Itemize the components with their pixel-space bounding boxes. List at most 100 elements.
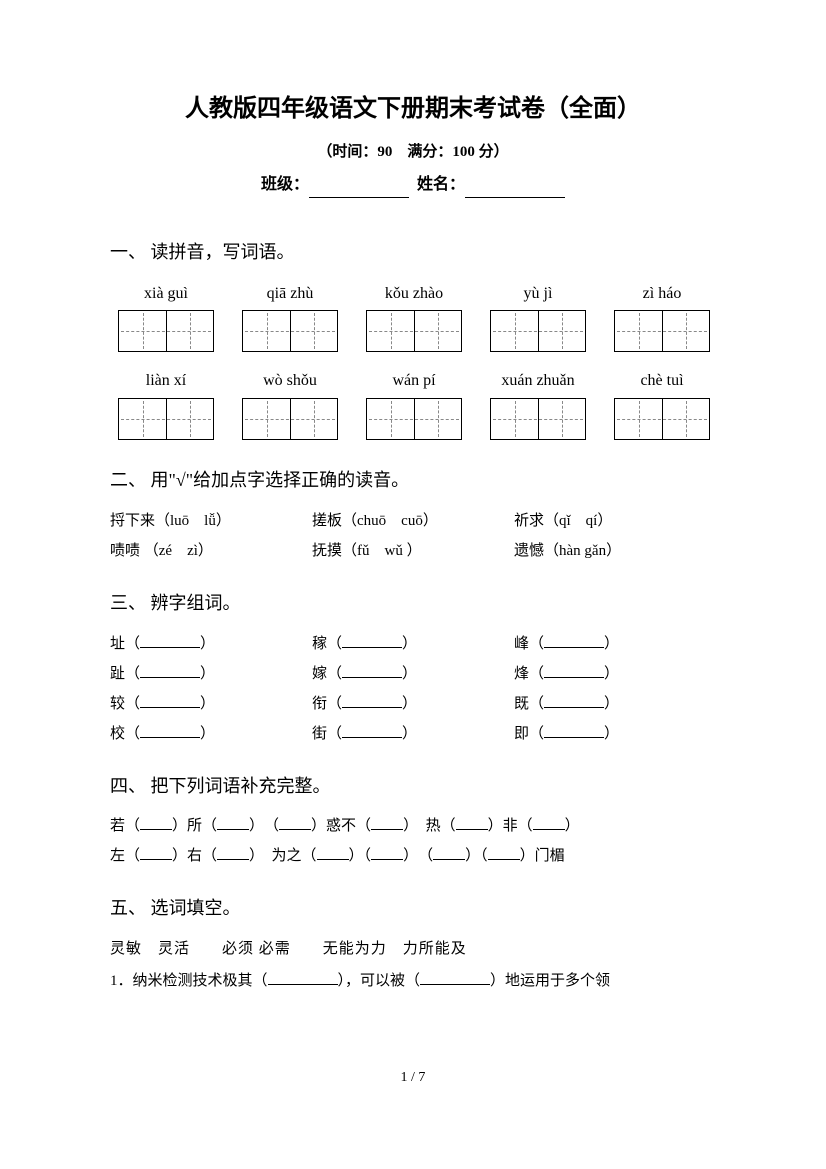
- exam-subtitle: （时间：90 满分：100 分）: [110, 140, 716, 164]
- q3-item: 峰（）: [514, 632, 716, 656]
- hanzi-box[interactable]: [490, 398, 586, 440]
- t: ） （: [403, 848, 433, 864]
- answer-blank[interactable]: [342, 664, 402, 678]
- t: ），可以被（: [338, 973, 421, 989]
- q3-item: 街（）: [312, 722, 514, 746]
- class-blank[interactable]: [309, 180, 409, 198]
- t: ）所（: [172, 818, 217, 834]
- char: 街: [312, 726, 327, 742]
- q3-item: 即（）: [514, 722, 716, 746]
- answer-blank[interactable]: [342, 724, 402, 738]
- q3-row: 校（） 街（） 即（）: [110, 722, 716, 746]
- q3-row: 址（） 稼（） 峰（）: [110, 632, 716, 656]
- q3-row: 趾（） 嫁（） 烽（）: [110, 662, 716, 686]
- answer-blank[interactable]: [279, 816, 311, 830]
- q1-boxes-row-2: [110, 398, 716, 440]
- q3-item: 烽（）: [514, 662, 716, 686]
- pinyin-label: kǒu zhào: [366, 281, 462, 307]
- t: ）地运用于多个领: [490, 973, 610, 989]
- answer-blank[interactable]: [140, 724, 200, 738]
- answer-blank[interactable]: [342, 694, 402, 708]
- q3-item: 嫁（）: [312, 662, 514, 686]
- name-blank[interactable]: [465, 180, 565, 198]
- hanzi-box[interactable]: [366, 310, 462, 352]
- answer-blank[interactable]: [433, 846, 465, 860]
- pinyin-label: xià guì: [118, 281, 214, 307]
- student-info-line: 班级： 姓名：: [110, 172, 716, 198]
- q4-title: 四、 把下列词语补充完整。: [110, 772, 716, 801]
- t: ）门楣: [520, 848, 565, 864]
- answer-blank[interactable]: [371, 816, 403, 830]
- q5-word-bank: 灵敏 灵活 必须 必需 无能为力 力所能及: [110, 937, 716, 961]
- char: 即: [514, 726, 529, 742]
- t: 左（: [110, 848, 140, 864]
- char: 烽: [514, 666, 529, 682]
- answer-blank[interactable]: [140, 634, 200, 648]
- pinyin-label: wò shǒu: [242, 368, 338, 394]
- class-label: 班级：: [261, 176, 309, 193]
- answer-blank[interactable]: [420, 971, 490, 985]
- q3-row: 较（） 衔（） 既（）: [110, 692, 716, 716]
- char: 趾: [110, 666, 125, 682]
- hanzi-box[interactable]: [614, 398, 710, 440]
- answer-blank[interactable]: [544, 724, 604, 738]
- answer-blank[interactable]: [317, 846, 349, 860]
- t: 若（: [110, 818, 140, 834]
- t: ）非（: [488, 818, 533, 834]
- q3-title: 三、 辨字组词。: [110, 589, 716, 618]
- answer-blank[interactable]: [456, 816, 488, 830]
- answer-blank[interactable]: [140, 664, 200, 678]
- answer-blank[interactable]: [140, 694, 200, 708]
- char: 峰: [514, 636, 529, 652]
- q3-item: 既（）: [514, 692, 716, 716]
- char: 衔: [312, 696, 327, 712]
- q2-item: 啧啧 （zé zì）: [110, 539, 312, 563]
- hanzi-box[interactable]: [614, 310, 710, 352]
- answer-blank[interactable]: [544, 634, 604, 648]
- answer-blank[interactable]: [342, 634, 402, 648]
- page-number: 1 / 7: [110, 1067, 716, 1089]
- answer-blank[interactable]: [533, 816, 565, 830]
- hanzi-box[interactable]: [118, 310, 214, 352]
- q1-pinyin-row-1: xià guì qiā zhù kǒu zhào yù jì zì háo: [110, 281, 716, 307]
- answer-blank[interactable]: [217, 846, 249, 860]
- q4-line-1: 若（）所（） （）惑不（） 热（）非（）: [110, 814, 716, 838]
- q3-item: 校（）: [110, 722, 312, 746]
- pinyin-label: liàn xí: [118, 368, 214, 394]
- hanzi-box[interactable]: [118, 398, 214, 440]
- t: ）右（: [172, 848, 217, 864]
- answer-blank[interactable]: [544, 664, 604, 678]
- exam-title: 人教版四年级语文下册期末考试卷（全面）: [110, 90, 716, 128]
- answer-blank[interactable]: [371, 846, 403, 860]
- hanzi-box[interactable]: [242, 310, 338, 352]
- q2-item: 祈求（qǐ qí）: [514, 509, 716, 533]
- q4-line-2: 左（）右（） 为之（）（） （）（）门楣: [110, 844, 716, 868]
- answer-blank[interactable]: [268, 971, 338, 985]
- q3-item: 址（）: [110, 632, 312, 656]
- hanzi-box[interactable]: [490, 310, 586, 352]
- char: 稼: [312, 636, 327, 652]
- t: 1．纳米检测技术极其（: [110, 973, 268, 989]
- char: 较: [110, 696, 125, 712]
- hanzi-box[interactable]: [366, 398, 462, 440]
- q3-item: 稼（）: [312, 632, 514, 656]
- answer-blank[interactable]: [140, 816, 172, 830]
- name-label: 姓名：: [417, 176, 465, 193]
- q2-item: 捋下来（luō lǚ）: [110, 509, 312, 533]
- t: ） （: [249, 818, 279, 834]
- char: 址: [110, 636, 125, 652]
- answer-blank[interactable]: [544, 694, 604, 708]
- answer-blank[interactable]: [488, 846, 520, 860]
- t: ） 为之（: [249, 848, 317, 864]
- t: ）（: [349, 848, 372, 864]
- q2-item: 搓板（chuō cuō）: [312, 509, 514, 533]
- t: ）: [565, 818, 580, 834]
- q3-item: 衔（）: [312, 692, 514, 716]
- hanzi-box[interactable]: [242, 398, 338, 440]
- answer-blank[interactable]: [217, 816, 249, 830]
- pinyin-label: zì háo: [614, 281, 710, 307]
- q1-pinyin-row-2: liàn xí wò shǒu wán pí xuán zhuǎn chè tu…: [110, 368, 716, 394]
- pinyin-label: xuán zhuǎn: [490, 368, 586, 394]
- char: 校: [110, 726, 125, 742]
- answer-blank[interactable]: [140, 846, 172, 860]
